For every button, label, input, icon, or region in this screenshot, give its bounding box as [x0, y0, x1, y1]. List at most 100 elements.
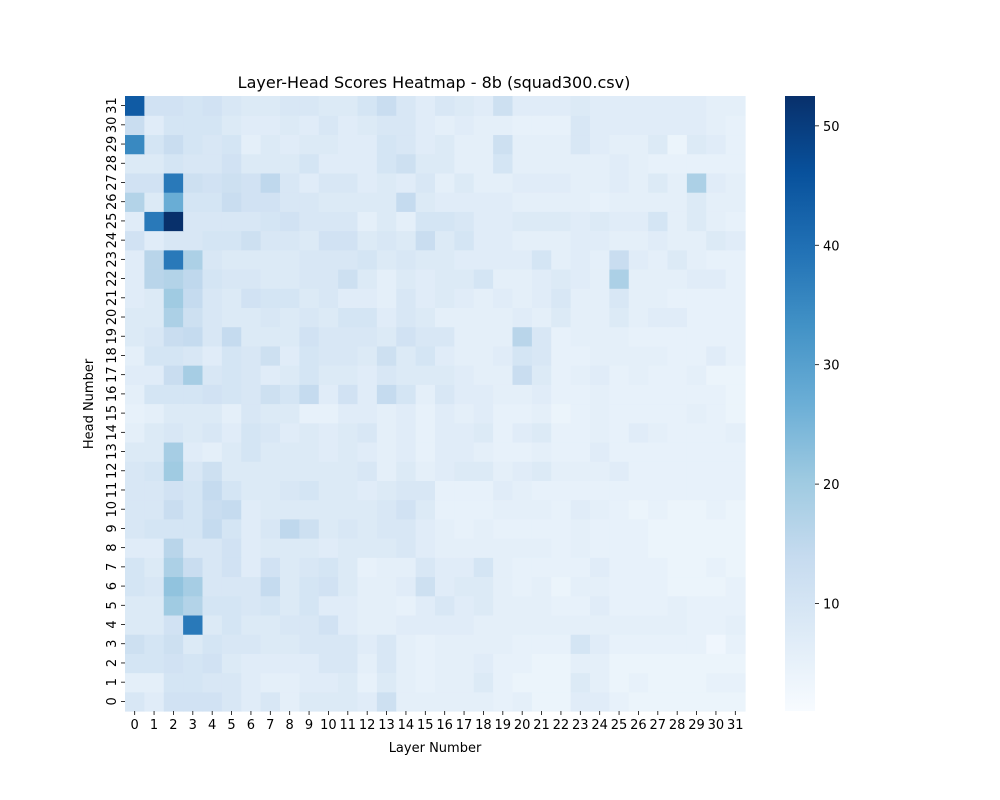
heatmap-cell — [609, 326, 630, 347]
heatmap-cell — [338, 153, 359, 174]
heatmap-cell — [706, 480, 727, 501]
heatmap-cell — [202, 249, 223, 270]
y-tick-label: 2 — [105, 659, 120, 667]
heatmap-cell — [686, 461, 707, 481]
heatmap-cell — [667, 499, 688, 520]
heatmap-cell — [706, 172, 727, 193]
heatmap-cell — [609, 461, 630, 481]
x-tick-label: 6 — [247, 718, 255, 733]
heatmap-cell — [338, 576, 359, 597]
heatmap-cell — [493, 172, 514, 193]
heatmap-cell — [357, 480, 378, 501]
heatmap-cell — [396, 422, 417, 443]
heatmap-cell — [144, 172, 165, 193]
heatmap-cell — [686, 115, 707, 136]
heatmap-cell — [183, 230, 204, 251]
heatmap-cell — [260, 595, 281, 616]
x-tick-label: 13 — [378, 718, 395, 733]
x-axis-label: Layer Number — [389, 741, 482, 756]
heatmap-cell — [473, 384, 494, 405]
heatmap-cell — [125, 230, 145, 251]
heatmap-cell — [628, 288, 649, 309]
heatmap-cell — [163, 595, 184, 616]
heatmap-cell — [686, 691, 707, 712]
heatmap-cell — [376, 288, 397, 309]
heatmap-cell — [609, 672, 630, 693]
heatmap-cell — [241, 268, 262, 289]
heatmap-cell — [551, 96, 572, 116]
y-tick-label: 8 — [105, 544, 120, 552]
heatmap-cell — [376, 230, 397, 251]
heatmap-cell — [706, 249, 727, 270]
heatmap-cell — [396, 172, 417, 193]
heatmap-cell — [512, 691, 533, 712]
x-tick-label: 0 — [131, 718, 139, 733]
heatmap-cell — [648, 461, 669, 481]
heatmap-cell — [241, 672, 262, 693]
heatmap-cell — [531, 691, 552, 712]
heatmap-cell — [299, 365, 320, 385]
heatmap-cell — [357, 595, 378, 616]
heatmap-cell — [551, 115, 572, 136]
heatmap-cell — [435, 691, 455, 712]
heatmap-cell — [241, 134, 262, 155]
heatmap-cell — [318, 345, 339, 366]
colorbar-tick-label: 50 — [823, 120, 840, 135]
heatmap-cell — [512, 96, 533, 116]
heatmap-cell — [686, 653, 707, 674]
heatmap-cell — [260, 557, 281, 578]
heatmap-cell — [706, 115, 727, 136]
heatmap-cell — [415, 249, 436, 270]
heatmap-cell — [473, 96, 494, 116]
heatmap-cell — [512, 384, 533, 405]
heatmap-cell — [202, 576, 223, 597]
heatmap-cell — [609, 211, 630, 232]
heatmap-cell — [338, 672, 359, 693]
heatmap-cell — [590, 345, 610, 366]
heatmap-cell — [686, 230, 707, 251]
heatmap-cell — [435, 518, 455, 539]
heatmap-cell — [686, 211, 707, 232]
heatmap-cell — [183, 172, 204, 193]
heatmap-cell — [183, 96, 204, 116]
heatmap-cell — [725, 480, 746, 501]
heatmap-cell — [570, 307, 591, 328]
heatmap-cell — [299, 345, 320, 366]
heatmap-cell — [376, 422, 397, 443]
heatmap-cell — [570, 634, 591, 654]
heatmap-cell — [512, 422, 533, 443]
heatmap-cell — [125, 249, 145, 270]
colorbar-tick-label: 30 — [823, 359, 840, 374]
heatmap-cell — [202, 441, 223, 462]
heatmap-cell — [706, 288, 727, 309]
heatmap-cell — [221, 576, 242, 597]
heatmap-cell — [706, 96, 727, 116]
heatmap-cell — [221, 480, 242, 501]
heatmap-cell — [376, 653, 397, 674]
heatmap-cell — [609, 268, 630, 289]
heatmap-cell — [435, 538, 455, 558]
heatmap-cell — [318, 653, 339, 674]
heatmap-cell — [357, 518, 378, 539]
heatmap-cell — [202, 672, 223, 693]
heatmap-cell — [280, 345, 300, 366]
heatmap-cell — [590, 249, 610, 270]
heatmap-cell — [493, 288, 514, 309]
heatmap-cell — [125, 557, 145, 578]
heatmap-cell — [221, 499, 242, 520]
heatmap-cell — [454, 211, 475, 232]
heatmap-cell — [551, 576, 572, 597]
heatmap-cell — [435, 461, 455, 481]
heatmap-cell — [531, 384, 552, 405]
heatmap-cell — [454, 595, 475, 616]
heatmap-cell — [125, 691, 145, 712]
heatmap-cell — [415, 326, 436, 347]
heatmap-cell — [512, 403, 533, 424]
heatmap-cell — [299, 499, 320, 520]
heatmap-cell — [609, 192, 630, 212]
heatmap-cell — [299, 96, 320, 116]
heatmap-cell — [725, 96, 746, 116]
x-tick-label: 22 — [553, 718, 570, 733]
heatmap-cell — [183, 288, 204, 309]
heatmap-cell — [667, 614, 688, 635]
